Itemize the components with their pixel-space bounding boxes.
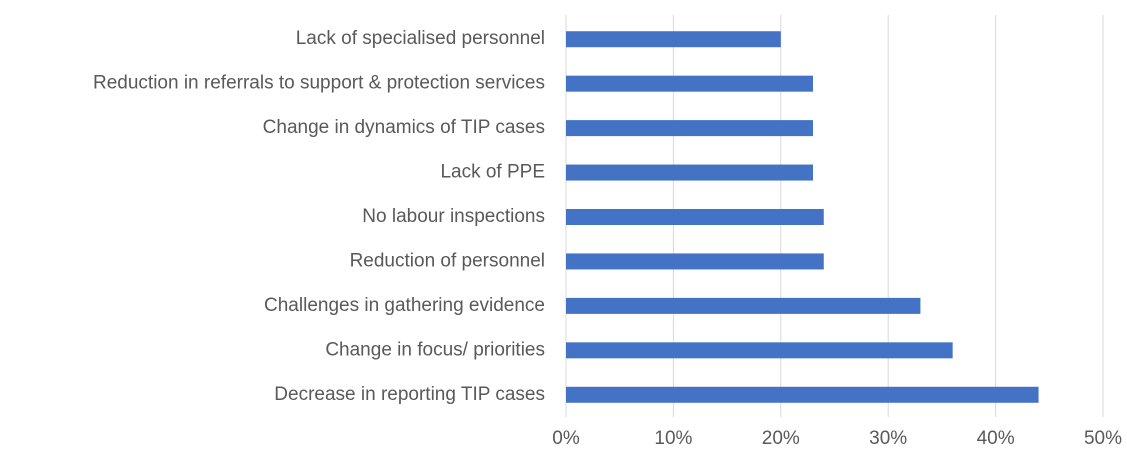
bar (566, 342, 953, 359)
bar (566, 164, 814, 181)
bar (566, 253, 824, 270)
y-tick-label: Change in dynamics of TIP cases (263, 117, 545, 138)
x-tick-label: 30% (869, 428, 907, 449)
y-tick-label: Change in focus/ priorities (325, 339, 545, 360)
y-tick-label: Lack of specialised personnel (296, 28, 545, 49)
x-tick-label: 20% (762, 428, 800, 449)
x-tick-label: 0% (552, 428, 580, 449)
x-tick-label: 10% (654, 428, 692, 449)
bar (566, 120, 814, 137)
x-tick-label: 50% (1084, 428, 1122, 449)
y-tick-label: Reduction in referrals to support & prot… (93, 73, 545, 94)
y-tick-label: Reduction of personnel (350, 250, 545, 271)
y-tick-label: Lack of PPE (440, 162, 545, 183)
x-tick-label: 40% (977, 428, 1015, 449)
bar (566, 386, 1039, 403)
bar (566, 75, 814, 92)
y-tick-label: No labour inspections (362, 206, 545, 227)
bar (566, 31, 781, 48)
bar (566, 209, 824, 225)
y-tick-label: Decrease in reporting TIP cases (274, 384, 545, 405)
y-tick-label: Challenges in gathering evidence (264, 295, 545, 316)
bar (566, 297, 921, 314)
